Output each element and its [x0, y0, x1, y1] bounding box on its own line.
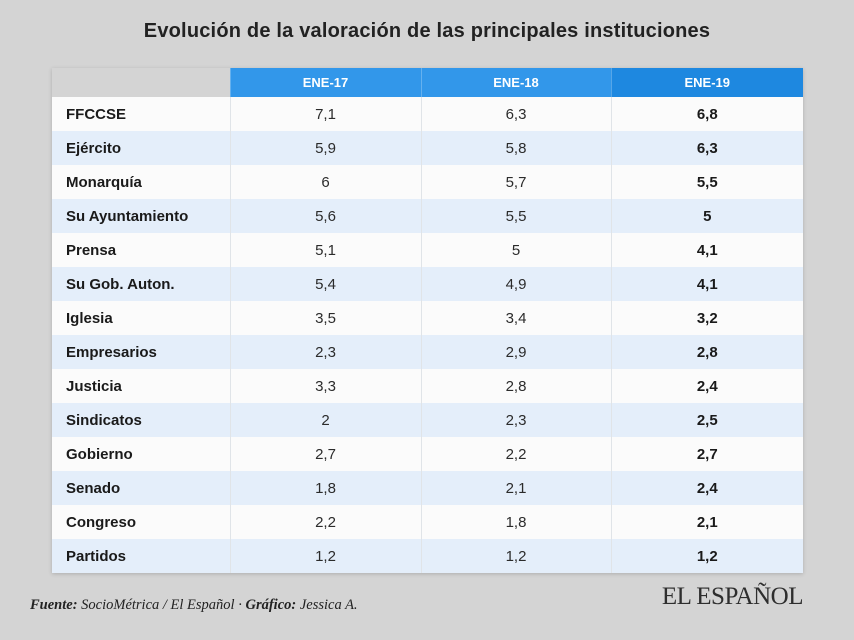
value-cell: 6	[229, 165, 421, 199]
institution-label: Gobierno	[52, 437, 230, 471]
value-cell: 4,1	[610, 267, 803, 301]
value-cell: 5,6	[229, 199, 421, 233]
table-row: Justicia 3,3 2,8 2,4	[52, 369, 803, 403]
table-row: Su Gob. Auton. 5,4 4,9 4,1	[52, 267, 803, 301]
institution-label: Partidos	[52, 539, 230, 573]
el-espanol-logo: EL ESPAÑOL	[661, 583, 804, 610]
institution-label: FFCCSE	[52, 97, 230, 131]
value-cell: 2,2	[229, 505, 421, 539]
table-row: Congreso 2,2 1,8 2,1	[52, 505, 803, 539]
value-cell: 3,5	[229, 301, 421, 335]
table-row: Senado 1,8 2,1 2,4	[52, 471, 803, 505]
source-label: Fuente:	[30, 597, 78, 613]
value-cell: 5	[420, 233, 611, 267]
institution-label: Monarquía	[52, 165, 230, 199]
institution-label: Su Ayuntamiento	[52, 199, 230, 233]
table-row: Gobierno 2,7 2,2 2,7	[52, 437, 803, 471]
table-row: Iglesia 3,5 3,4 3,2	[52, 301, 803, 335]
value-cell: 6,8	[610, 97, 803, 131]
column-header-ene-17: ENE-17	[229, 68, 421, 97]
value-cell: 2,3	[229, 335, 421, 369]
value-cell: 5,5	[420, 199, 611, 233]
value-cell: 5,1	[229, 233, 421, 267]
value-cell: 3,2	[610, 301, 803, 335]
value-cell: 1,8	[420, 505, 611, 539]
value-cell: 4,9	[420, 267, 611, 301]
institution-label: Senado	[52, 471, 230, 505]
value-cell: 2,5	[610, 403, 803, 437]
value-cell: 1,2	[420, 539, 611, 573]
institution-label: Su Gob. Auton.	[52, 267, 230, 301]
table-row: Su Ayuntamiento 5,6 5,5 5	[52, 199, 803, 233]
value-cell: 2,8	[420, 369, 611, 403]
page-title: Evolución de la valoración de las princi…	[143, 20, 711, 42]
value-cell: 6,3	[610, 131, 803, 165]
header-row: ENE-17 ENE-18 ENE-19	[52, 68, 803, 97]
value-cell: 2,1	[420, 471, 611, 505]
value-cell: 1,2	[229, 539, 421, 573]
institution-label: Congreso	[52, 505, 230, 539]
table-row: Empresarios 2,3 2,9 2,8	[52, 335, 803, 369]
institution-label: Empresarios	[52, 335, 230, 369]
institution-label: Iglesia	[52, 301, 230, 335]
column-header-ene-19: ENE-19	[610, 68, 803, 97]
value-cell: 2,2	[420, 437, 611, 471]
institution-label: Justicia	[52, 369, 230, 403]
value-cell: 4,1	[610, 233, 803, 267]
value-cell: 2,7	[610, 437, 803, 471]
value-cell: 5,8	[420, 131, 611, 165]
credit-value: Jessica A.	[296, 597, 358, 613]
value-cell: 5	[610, 199, 803, 233]
value-cell: 6,3	[420, 97, 611, 131]
source-value: SocioMétrica / El Español ·	[77, 597, 246, 613]
table-row: Ejército 5,9 5,8 6,3	[52, 131, 803, 165]
value-cell: 1,2	[610, 539, 803, 573]
table-row: Partidos 1,2 1,2 1,2	[52, 539, 803, 573]
table-row: Prensa 5,1 5 4,1	[52, 233, 803, 267]
ratings-table: ENE-17 ENE-18 ENE-19 FFCCSE 7,1 6,3 6,8 Ejér…	[52, 68, 803, 573]
value-cell: 2,3	[420, 403, 611, 437]
value-cell: 1,8	[229, 471, 421, 505]
value-cell: 3,3	[229, 369, 421, 403]
column-header-ene-18: ENE-18	[420, 68, 611, 97]
institution-label: Prensa	[52, 233, 230, 267]
table-row: FFCCSE 7,1 6,3 6,8	[52, 97, 803, 131]
institution-label: Ejército	[52, 131, 230, 165]
source-credit: Fuente: SocioMétrica / El Español · Gráf…	[30, 597, 358, 614]
value-cell: 2	[229, 403, 421, 437]
value-cell: 2,4	[610, 369, 803, 403]
institution-label: Sindicatos	[52, 403, 230, 437]
corner-cell	[52, 68, 230, 97]
value-cell: 5,7	[420, 165, 611, 199]
value-cell: 5,5	[610, 165, 803, 199]
value-cell: 2,7	[229, 437, 421, 471]
value-cell: 2,1	[610, 505, 803, 539]
value-cell: 5,9	[229, 131, 421, 165]
value-cell: 5,4	[229, 267, 421, 301]
value-cell: 3,4	[420, 301, 611, 335]
credit-label: Gráfico:	[245, 597, 297, 613]
value-cell: 2,8	[610, 335, 803, 369]
table-row: Monarquía 6 5,7 5,5	[52, 165, 803, 199]
value-cell: 2,4	[610, 471, 803, 505]
table-row: Sindicatos 2 2,3 2,5	[52, 403, 803, 437]
value-cell: 2,9	[420, 335, 611, 369]
value-cell: 7,1	[229, 97, 421, 131]
